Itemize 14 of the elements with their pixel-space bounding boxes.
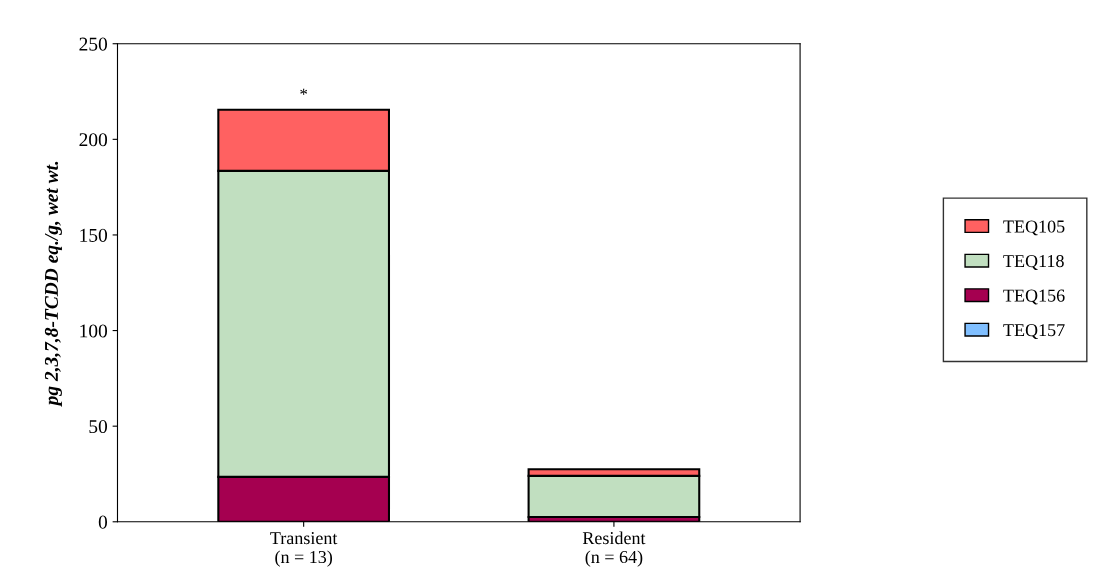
y-tick-label: 0 — [98, 515, 108, 529]
legend-label: TEQ118 — [1003, 254, 1064, 270]
legend-label: TEQ156 — [1003, 289, 1065, 305]
y-tick-label: 150 — [80, 228, 108, 242]
legend-label: TEQ157 — [1003, 324, 1065, 339]
x-tick-label: Resident (n = 64) — [582, 531, 646, 567]
legend-label: TEQ105 — [1003, 220, 1065, 236]
y-tick-label: 100 — [80, 324, 108, 338]
y-tick-label: 50 — [89, 419, 108, 434]
y-axis-title: pg 2,3,7,8-TCDD eq./g, wet wt. — [44, 161, 62, 407]
annotation: * — [300, 88, 308, 95]
y-tick-label: 200 — [79, 133, 108, 147]
x-tick-label: Transient (n = 13) — [270, 532, 338, 567]
y-tick-label: 250 — [79, 37, 108, 51]
